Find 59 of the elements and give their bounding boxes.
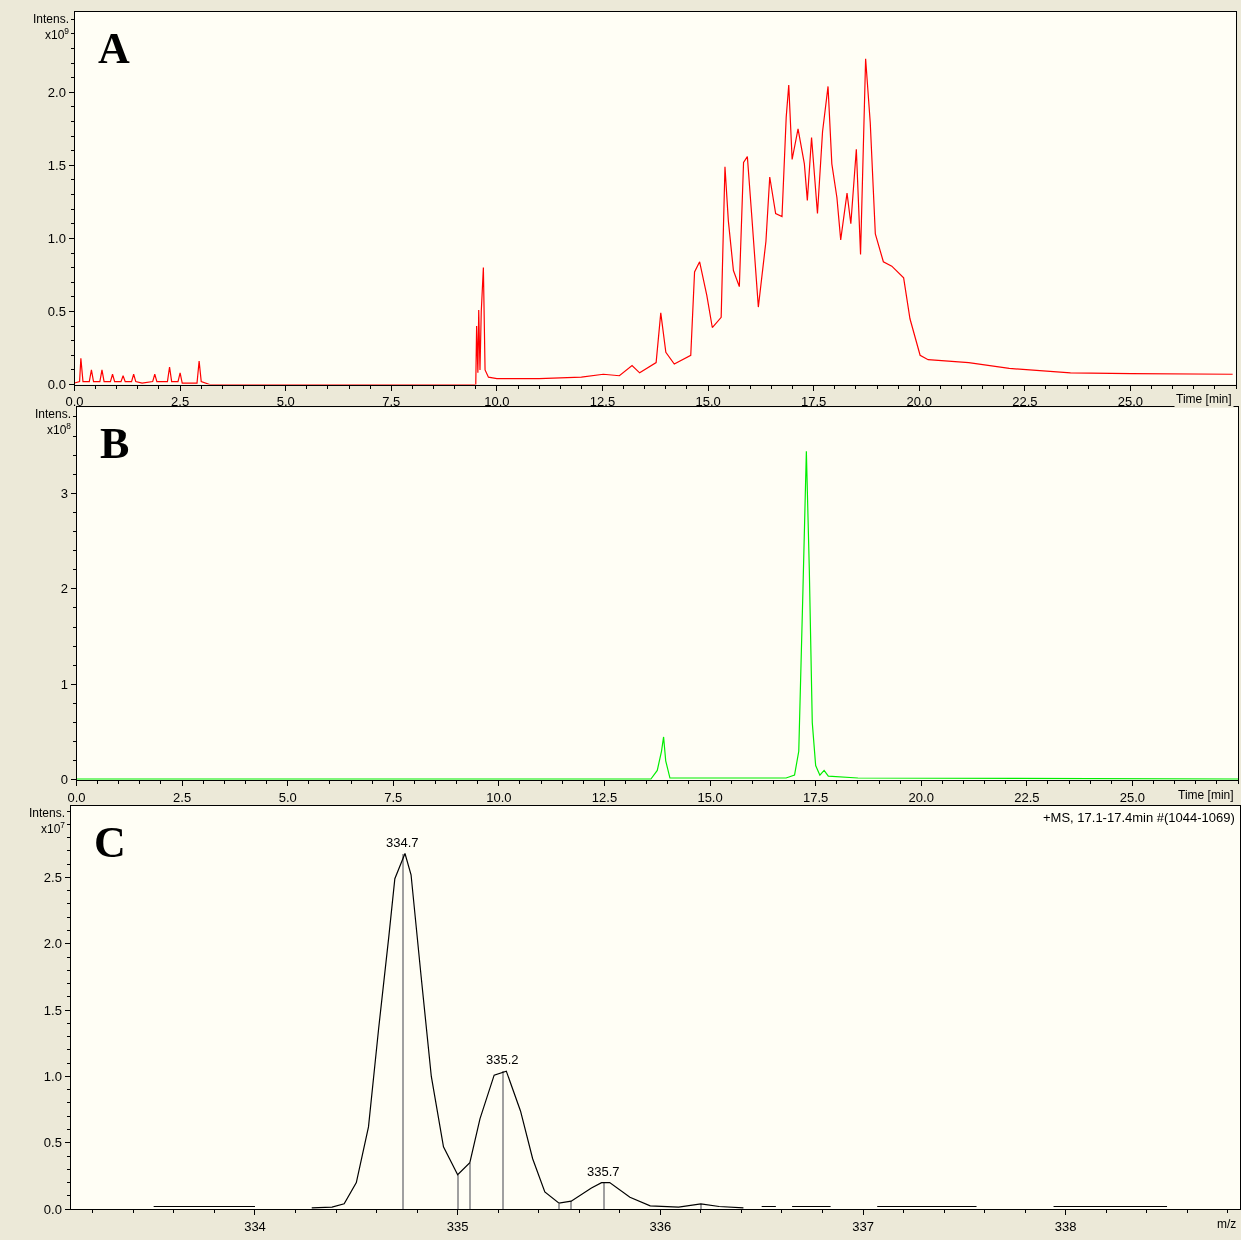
bar [602, 1182, 605, 1209]
x-axis-title: Time [min] [1178, 788, 1234, 802]
annotation: B [100, 419, 130, 468]
y-tick-label: 0.5 [47, 304, 66, 319]
x-tick-label: 5.0 [276, 394, 295, 410]
x-tick-label: 336 [649, 1218, 672, 1234]
x-tick-label: 15.0 [697, 789, 723, 805]
x-tick-label: 338 [1054, 1218, 1077, 1234]
annotation: C [94, 818, 126, 867]
y-axis-title: Intens. x10$^{7}$ [29, 806, 66, 836]
x-tick-label: 2.5 [173, 789, 192, 805]
y-tick-label: 1.0 [47, 230, 66, 246]
x-tick-label: 20.0 [906, 394, 932, 410]
x-tick-label: 20.0 [908, 789, 934, 805]
x-tick-label: 5.0 [278, 789, 297, 805]
annotation: 335.2 [486, 1052, 519, 1067]
y-tick-label: 2 [60, 581, 68, 597]
y-tick-label: 0.0 [43, 1201, 62, 1217]
x-tick-label: 25.0 [1119, 789, 1146, 805]
y-tick-label: 2.0 [43, 936, 62, 952]
annotation: 334.7 [386, 835, 419, 850]
y-tick-label: 1.5 [47, 157, 66, 173]
x-axis-title: Time [min] [1176, 392, 1232, 406]
x-tick-label: 10.0 [484, 394, 510, 410]
bar [468, 1162, 471, 1209]
x-axis-title: m/z [1217, 1217, 1237, 1231]
annotation: A [98, 24, 130, 73]
y-tick-label: 1.5 [43, 1002, 62, 1018]
x-tick-label: 10.0 [486, 789, 512, 805]
x-tick-label: 25.0 [1117, 394, 1144, 410]
y-tick-label: 2.5 [43, 869, 62, 885]
x-tick-label: 12.5 [591, 789, 618, 805]
bar [557, 1203, 560, 1209]
x-tick-label: 12.5 [589, 394, 616, 410]
x-tick-label: 7.5 [384, 789, 403, 805]
x-tick-label: 335 [446, 1218, 469, 1234]
x-tick-label: 22.5 [1014, 789, 1040, 805]
y-tick-label: 1.0 [43, 1069, 62, 1085]
y-tick-label: 1 [60, 676, 68, 692]
x-tick-label: 17.5 [803, 789, 829, 805]
y-tick-label: 3 [60, 485, 68, 501]
bar [456, 1174, 459, 1209]
y-tick-label: 0 [60, 772, 68, 788]
x-tick-label: 15.0 [695, 394, 721, 410]
y-axis-title: Intens. x10$^{9}$ [33, 12, 70, 42]
x-tick-label: 334 [244, 1218, 266, 1234]
y-tick-label: 2.0 [47, 84, 66, 100]
x-tick-label: 2.5 [171, 394, 190, 410]
y-tick-label: 0.5 [43, 1135, 62, 1151]
x-tick-label: 337 [852, 1218, 874, 1234]
bar [401, 853, 404, 1209]
annotation: 335.7 [587, 1164, 620, 1179]
x-tick-label: 22.5 [1012, 394, 1038, 410]
y-tick-label: 0.0 [47, 377, 66, 393]
x-tick-label: 17.5 [801, 394, 827, 410]
annotation: +MS, 17.1-17.4min #(1044-1069) [1043, 810, 1235, 825]
x-tick-label: 7.5 [382, 394, 401, 410]
y-axis-title: Intens. x10$^{8}$ [35, 407, 72, 437]
bar [501, 1070, 504, 1209]
